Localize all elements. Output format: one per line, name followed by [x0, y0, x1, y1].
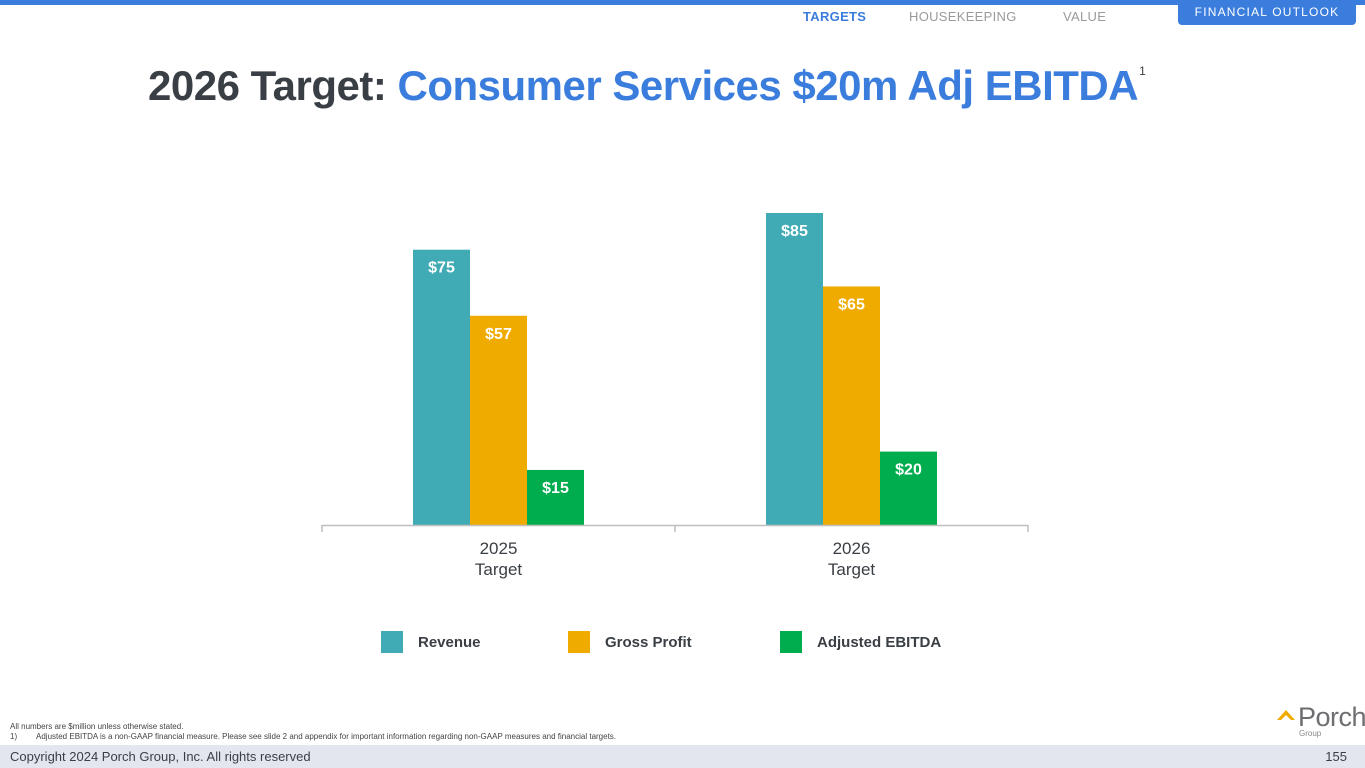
- roof-icon: [1277, 710, 1295, 720]
- title-prefix: 2026 Target:: [148, 62, 387, 109]
- logo-subtext: Group: [1299, 729, 1322, 738]
- x-tick-label-2025-line1: 2025: [480, 539, 518, 558]
- footnote-general: All numbers are $million unless otherwis…: [10, 722, 184, 731]
- title-footnote-ref: 1: [1139, 64, 1146, 78]
- data-label-revenue-2026: $85: [781, 223, 808, 240]
- legend-swatch-revenue: [381, 631, 403, 653]
- data-label-revenue-2025: $75: [428, 260, 455, 277]
- footnote-1-text: Adjusted EBITDA is a non-GAAP financial …: [36, 732, 617, 741]
- data-label-adjusted-ebitda-2025: $15: [542, 480, 569, 497]
- legend-label-adjusted-ebitda: Adjusted EBITDA: [817, 633, 942, 651]
- legend-swatch-gross-profit: [568, 631, 590, 653]
- bar-chart: $75 $57 $15 2025 Target $85 $65 $20 2026 Target: [321, 213, 1029, 579]
- bar-adjusted-ebitda-2025: [527, 469, 584, 525]
- copyright-text: Copyright 2024 Porch Group, Inc. All rig…: [10, 749, 311, 764]
- page-title: 2026 Target: Consumer Services $20m Adj …: [148, 62, 1146, 110]
- footer-bar: Copyright 2024 Porch Group, Inc. All rig…: [0, 745, 1365, 768]
- section-tab-financial-outlook[interactable]: FINANCIAL OUTLOOK: [1178, 0, 1356, 25]
- title-highlight: Consumer Services $20m Adj EBITDA: [397, 62, 1139, 109]
- legend-label-revenue: Revenue: [418, 633, 481, 651]
- legend-item-adjusted-ebitda: Adjusted EBITDA: [780, 631, 941, 653]
- data-label-gross-profit-2025: $57: [485, 326, 512, 343]
- footnote-1-number: 1): [10, 732, 18, 741]
- legend-swatch-adjusted-ebitda: [780, 631, 802, 653]
- bar-revenue-2025: [413, 249, 470, 526]
- nav-tab-targets[interactable]: TARGETS: [803, 9, 867, 24]
- data-label-adjusted-ebitda-2026: $20: [895, 462, 922, 479]
- logo-wordmark: Porch: [1298, 702, 1365, 732]
- page-number: 155: [1325, 749, 1347, 764]
- bar-adjusted-ebitda-2026: [880, 451, 937, 525]
- x-tick-label-2026-line1: 2026: [833, 539, 871, 558]
- x-tick-label-2026-line2: Target: [828, 560, 876, 579]
- porch-group-logo: Porch Group: [1276, 702, 1365, 742]
- legend-item-revenue: Revenue: [381, 631, 481, 653]
- footnote-1: 1) Adjusted EBITDA is a non-GAAP financia…: [10, 732, 616, 741]
- nav-tab-value[interactable]: VALUE: [1063, 9, 1107, 24]
- legend-label-gross-profit: Gross Profit: [605, 633, 692, 651]
- bar-gross-profit-2025: [470, 315, 527, 525]
- nav-tab-housekeeping[interactable]: HOUSEKEEPING: [909, 9, 1017, 24]
- bar-revenue-2026: [766, 213, 823, 525]
- bar-gross-profit-2026: [823, 286, 880, 525]
- legend-item-gross-profit: Gross Profit: [568, 631, 692, 653]
- x-tick-label-2025-line2: Target: [475, 560, 523, 579]
- top-accent-bar: [0, 0, 1365, 5]
- data-label-gross-profit-2026: $65: [838, 296, 865, 313]
